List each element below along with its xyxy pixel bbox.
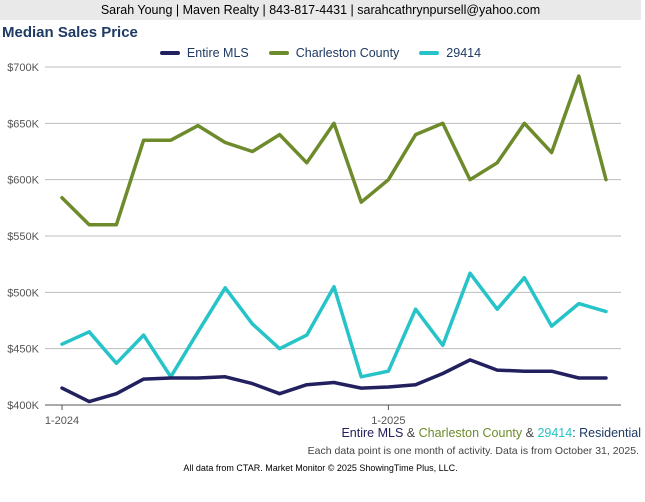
series-line-entire-mls — [60, 358, 608, 404]
legend-label-entire-mls: Entire MLS — [186, 46, 249, 60]
caption-charleston-county: Charleston County — [418, 426, 523, 440]
y-tick-label: $700K — [7, 62, 39, 74]
legend-item-charleston-county: Charleston County — [268, 46, 400, 60]
x-tick-label: 1-2025 — [371, 415, 405, 427]
line-chart: $400K $450K $500K $550K $600K $650K $700K 1-202… — [7, 62, 621, 427]
y-tick-label: $550K — [7, 231, 39, 243]
y-tick-label: $400K — [7, 400, 39, 412]
legend-item-29414: 29414 — [419, 46, 481, 60]
y-tick-label: $500K — [7, 287, 39, 299]
caption-ampersand-1: & — [403, 426, 419, 440]
chart-caption: Entire MLS & Charleston County & 29414: … — [341, 426, 641, 440]
legend-label-29414: 29414 — [446, 46, 482, 60]
legend-label-charleston-county: Charleston County — [295, 46, 400, 60]
legend-swatch-29414 — [419, 51, 440, 55]
y-tick-label: $650K — [7, 118, 39, 130]
y-tick-label: $600K — [7, 175, 39, 187]
footer-credit: All data from CTAR. Market Monitor © 202… — [183, 463, 458, 473]
chart-title: Median Sales Price — [2, 24, 138, 41]
chart-legend: Entire MLS Charleston County 29414 — [0, 44, 641, 62]
series-line-charleston-county — [60, 74, 608, 227]
legend-swatch-charleston-county — [268, 51, 289, 55]
data-note: Each data point is one month of activity… — [307, 445, 639, 457]
series-line-29414 — [60, 271, 608, 379]
legend-item-entire-mls: Entire MLS — [159, 46, 249, 60]
caption-29414: 29414 — [537, 426, 573, 440]
y-tick-label: $450K — [7, 344, 39, 356]
legend-swatch-entire-mls — [159, 51, 180, 55]
caption-suffix: : Residential — [572, 426, 641, 440]
caption-ampersand-2: & — [522, 426, 538, 440]
x-tick-label: 1-2024 — [45, 415, 79, 427]
caption-entire-mls: Entire MLS — [341, 426, 404, 440]
contact-banner: Sarah Young | Maven Realty | 843-817-443… — [0, 0, 641, 20]
